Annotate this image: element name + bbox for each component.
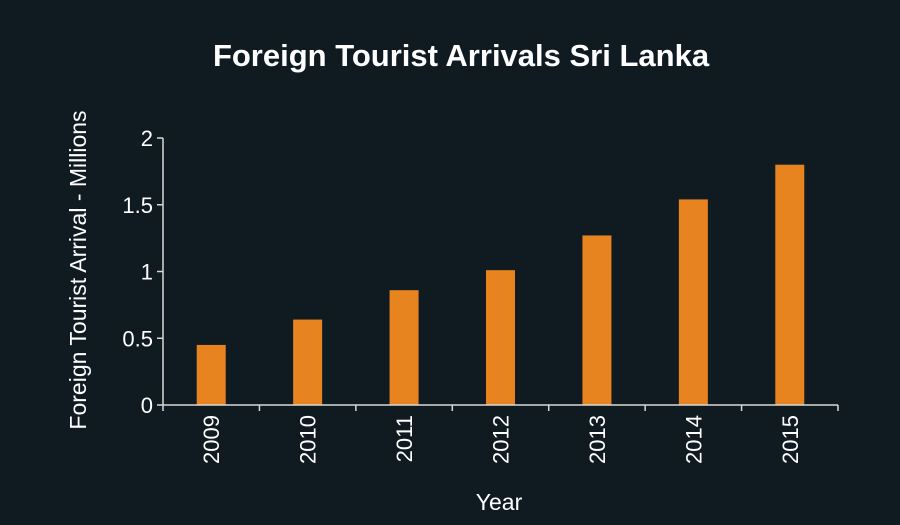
bar-2015 <box>775 164 805 405</box>
x-axis-title: Year <box>476 489 523 515</box>
y-tick-label: 2 <box>141 126 153 151</box>
x-tick-label-group: 2009 <box>199 415 224 464</box>
x-tick-label: 2015 <box>778 415 803 464</box>
y-tick-label: 0 <box>141 393 153 418</box>
x-tick-label: 2013 <box>585 415 610 464</box>
y-tick-label: 0.5 <box>122 326 153 351</box>
y-axis-title: Foreign Tourist Arrival - Millions <box>65 110 91 429</box>
x-tick-label-group: 2012 <box>489 415 514 464</box>
x-tick-label: 2011 <box>392 415 417 462</box>
x-tick-label: 2012 <box>489 415 514 464</box>
chart-title: Foreign Tourist Arrivals Sri Lanka <box>213 38 710 73</box>
x-ticks-group: 2009 2010 2011 2012 2013 2014 2015 <box>162 405 839 464</box>
y-tick-label: 1 <box>141 260 153 285</box>
bar-2011 <box>389 290 419 405</box>
x-tick-label-group: 2010 <box>296 415 321 464</box>
x-tick-label-group: 2014 <box>681 415 706 464</box>
x-tick-label: 2009 <box>199 415 224 464</box>
bar-2010 <box>293 319 323 405</box>
bar-2009 <box>196 344 226 405</box>
bars-group <box>196 164 805 405</box>
x-tick-label-group: 2011 <box>392 415 417 462</box>
x-tick-label-group: 2015 <box>778 415 803 464</box>
bar-2012 <box>486 270 515 405</box>
bar-2013 <box>582 235 612 405</box>
y-tick-label: 1.5 <box>122 193 153 218</box>
bar-2014 <box>678 199 708 405</box>
y-axis-title-group: Foreign Tourist Arrival - Millions <box>65 110 91 429</box>
x-tick-label: 2010 <box>296 415 321 464</box>
x-tick-label-group: 2013 <box>585 415 610 464</box>
x-tick-label: 2014 <box>681 415 706 464</box>
y-ticks-group: 0 0.5 1 1.5 2 <box>122 126 163 418</box>
